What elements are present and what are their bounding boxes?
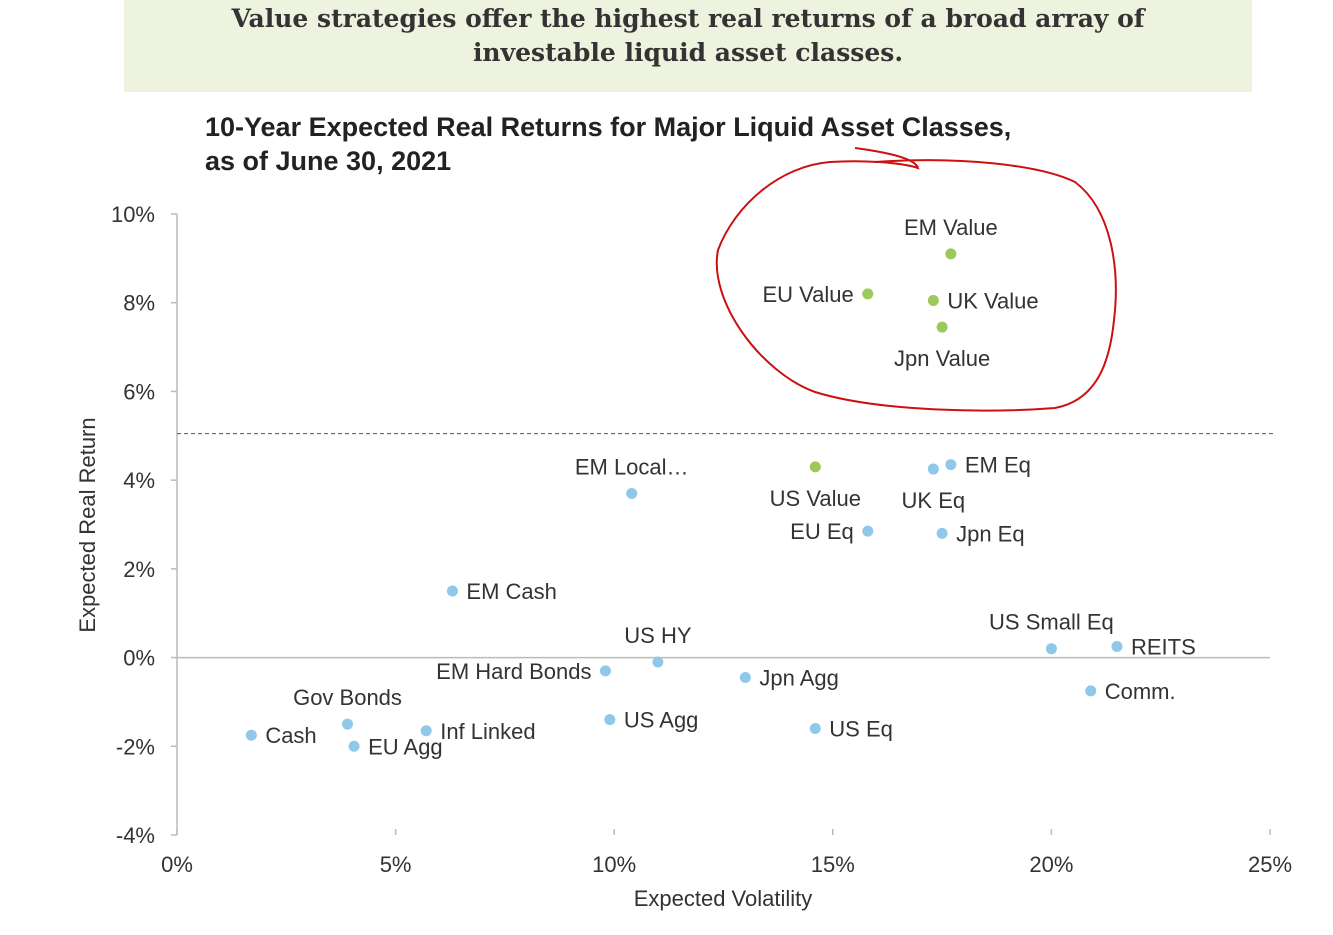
x-tick-label: 0% <box>161 852 193 877</box>
point-label-jpn-value: Jpn Value <box>894 346 990 371</box>
point-reits <box>1111 640 1123 652</box>
axes <box>171 213 1271 836</box>
point-jpn-value <box>936 321 948 333</box>
point-jpn-agg <box>739 672 751 684</box>
y-tick-label: -2% <box>116 734 155 759</box>
y-tick-label: 0% <box>123 646 155 671</box>
y-tick-label: 2% <box>123 557 155 582</box>
annotation-group <box>715 147 1117 412</box>
point-comm <box>1085 685 1097 697</box>
point-uk-value <box>927 294 939 306</box>
point-us-small-eq <box>1045 643 1057 655</box>
point-eu-value <box>862 288 874 300</box>
data-points: EM Value EU Value UK Value Jpn Value US Valu… <box>245 215 1196 759</box>
y-tick-label: 4% <box>123 468 155 493</box>
point-em-local <box>626 487 638 499</box>
point-label-gov-bonds: Gov Bonds <box>293 685 402 710</box>
chart-title-line-1: 10-Year Expected Real Returns for Major … <box>205 112 1012 142</box>
point-eu-eq <box>862 525 874 537</box>
point-uk-eq <box>927 463 939 475</box>
point-jpn-eq <box>936 527 948 539</box>
point-em-cash <box>446 585 458 597</box>
point-label-jpn-agg: Jpn Agg <box>759 666 839 691</box>
y-tick-label: 10% <box>111 202 155 227</box>
point-label-uk-eq: UK Eq <box>902 488 966 513</box>
point-label-uk-value: UK Value <box>947 288 1038 313</box>
point-us-eq <box>809 723 821 735</box>
x-tick-label: 20% <box>1029 852 1073 877</box>
point-gov-bonds <box>342 718 354 730</box>
y-axis-label: Expected Real Return <box>75 417 100 632</box>
point-label-em-eq: EM Eq <box>965 453 1031 478</box>
point-cash <box>245 729 257 741</box>
point-em-eq <box>945 459 957 471</box>
point-label-us-agg: US Agg <box>624 708 699 733</box>
point-us-value <box>809 461 821 473</box>
tick-labels: -4% -2% 0% 2% 4% 6% 8% 10% 0% 5% 10% 15% 20% 25% <box>111 202 1292 877</box>
point-label-us-small-eq: US Small Eq <box>989 610 1114 635</box>
y-tick-label: -4% <box>116 823 155 848</box>
point-label-em-local: EM Local… <box>575 454 689 479</box>
point-label-em-cash: EM Cash <box>466 579 556 604</box>
point-label-eu-value: EU Value <box>762 282 853 307</box>
point-label-reits: REITS <box>1131 634 1196 659</box>
hand-drawn-circle-annotation <box>715 147 1117 412</box>
point-inf-linked <box>420 725 432 737</box>
point-label-inf-linked: Inf Linked <box>440 719 535 744</box>
point-label-us-eq: US Eq <box>829 717 893 742</box>
y-tick-label: 8% <box>123 291 155 316</box>
point-label-eu-agg: EU Agg <box>368 734 443 759</box>
point-label-jpn-eq: Jpn Eq <box>956 521 1025 546</box>
point-label-cash: Cash <box>265 723 316 748</box>
point-us-hy <box>652 656 664 668</box>
point-label-eu-eq: EU Eq <box>790 519 854 544</box>
x-tick-label: 10% <box>592 852 636 877</box>
point-label-us-value: US Value <box>770 486 861 511</box>
headline-banner: Value strategies offer the highest real … <box>124 0 1252 92</box>
x-tick-label: 25% <box>1248 852 1292 877</box>
banner-line-1: Value strategies offer the highest real … <box>231 4 1145 33</box>
point-label-em-value: EM Value <box>904 215 998 240</box>
point-label-comm: Comm. <box>1105 679 1176 704</box>
banner-line-2: investable liquid asset classes. <box>472 38 904 67</box>
x-tick-label: 5% <box>380 852 412 877</box>
chart-title-line-2: as of June 30, 2021 <box>205 146 452 176</box>
x-tick-label: 15% <box>811 852 855 877</box>
point-label-us-hy: US HY <box>624 623 692 648</box>
point-em-hard-bonds <box>599 665 611 677</box>
chart-title: 10-Year Expected Real Returns for Major … <box>205 110 1155 178</box>
y-tick-label: 6% <box>123 379 155 404</box>
point-label-em-hard-bonds: EM Hard Bonds <box>436 659 591 684</box>
point-eu-agg <box>348 740 360 752</box>
point-em-value <box>945 248 957 260</box>
x-axis-label: Expected Volatility <box>634 886 813 911</box>
point-us-agg <box>604 714 616 726</box>
